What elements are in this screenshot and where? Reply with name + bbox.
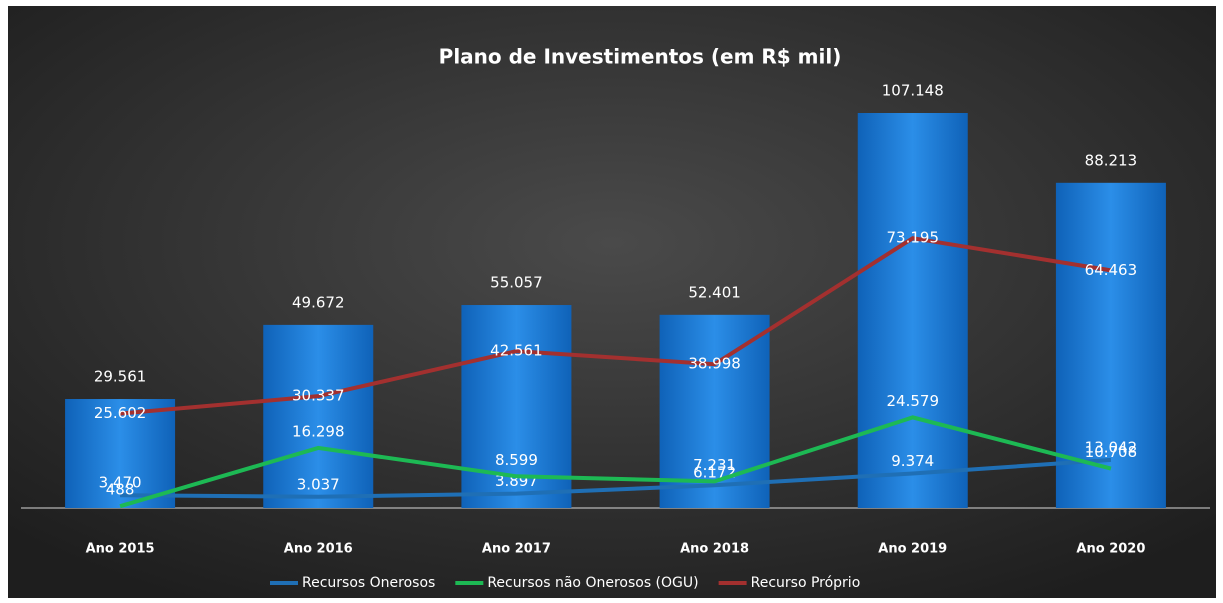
chart-title: Plano de Investimentos (em R$ mil) <box>439 45 842 69</box>
bar <box>461 305 572 508</box>
x-tick-label: Ano 2016 <box>284 542 353 557</box>
bar-value-label: 52.401 <box>688 283 741 301</box>
x-tick-label: Ano 2020 <box>1076 542 1145 557</box>
bar-value-label: 55.057 <box>490 274 543 292</box>
line-value-label: 25.602 <box>94 404 147 422</box>
line-value-label: 30.337 <box>292 387 345 405</box>
bar-value-label: 29.561 <box>94 368 147 386</box>
line-value-label: 16.298 <box>292 422 345 440</box>
bar-value-label: 88.213 <box>1085 151 1138 169</box>
line-value-label: 10.708 <box>1085 443 1138 461</box>
line-value-label: 3.037 <box>297 475 340 493</box>
line-value-label: 488 <box>106 481 135 499</box>
bar-value-label: 49.672 <box>292 293 345 311</box>
line-value-label: 38.998 <box>688 355 741 373</box>
x-tick-label: Ano 2017 <box>482 542 551 557</box>
line-series <box>119 415 1112 509</box>
bar-value-label: 107.148 <box>882 82 944 100</box>
line-value-label: 8.599 <box>495 451 538 469</box>
x-tick-label: Ano 2019 <box>878 542 947 557</box>
line-value-label: 7.231 <box>693 456 736 474</box>
line-value-label: 3.470 <box>99 474 142 492</box>
line-value-label: 73.195 <box>887 229 940 247</box>
bar <box>263 324 374 508</box>
line-value-label: 9.374 <box>891 452 934 470</box>
line-series <box>120 457 1112 499</box>
bar <box>659 314 770 508</box>
line-value-label: 42.561 <box>490 342 543 360</box>
bar <box>857 113 968 508</box>
line-value-label: 64.463 <box>1085 261 1138 279</box>
line-value-label: 13.042 <box>1085 438 1138 456</box>
bar <box>1055 182 1166 508</box>
x-tick-label: Ano 2015 <box>86 542 155 557</box>
chart-background <box>8 6 1216 598</box>
line-series <box>119 236 1112 416</box>
legend-label: Recurso Próprio <box>751 575 861 591</box>
bar <box>65 399 176 508</box>
line-value-label: 24.579 <box>887 392 940 410</box>
legend-label: Recursos não Onerosos (OGU) <box>487 575 698 591</box>
x-tick-label: Ano 2018 <box>680 542 749 557</box>
legend-label: Recursos Onerosos <box>302 575 435 591</box>
